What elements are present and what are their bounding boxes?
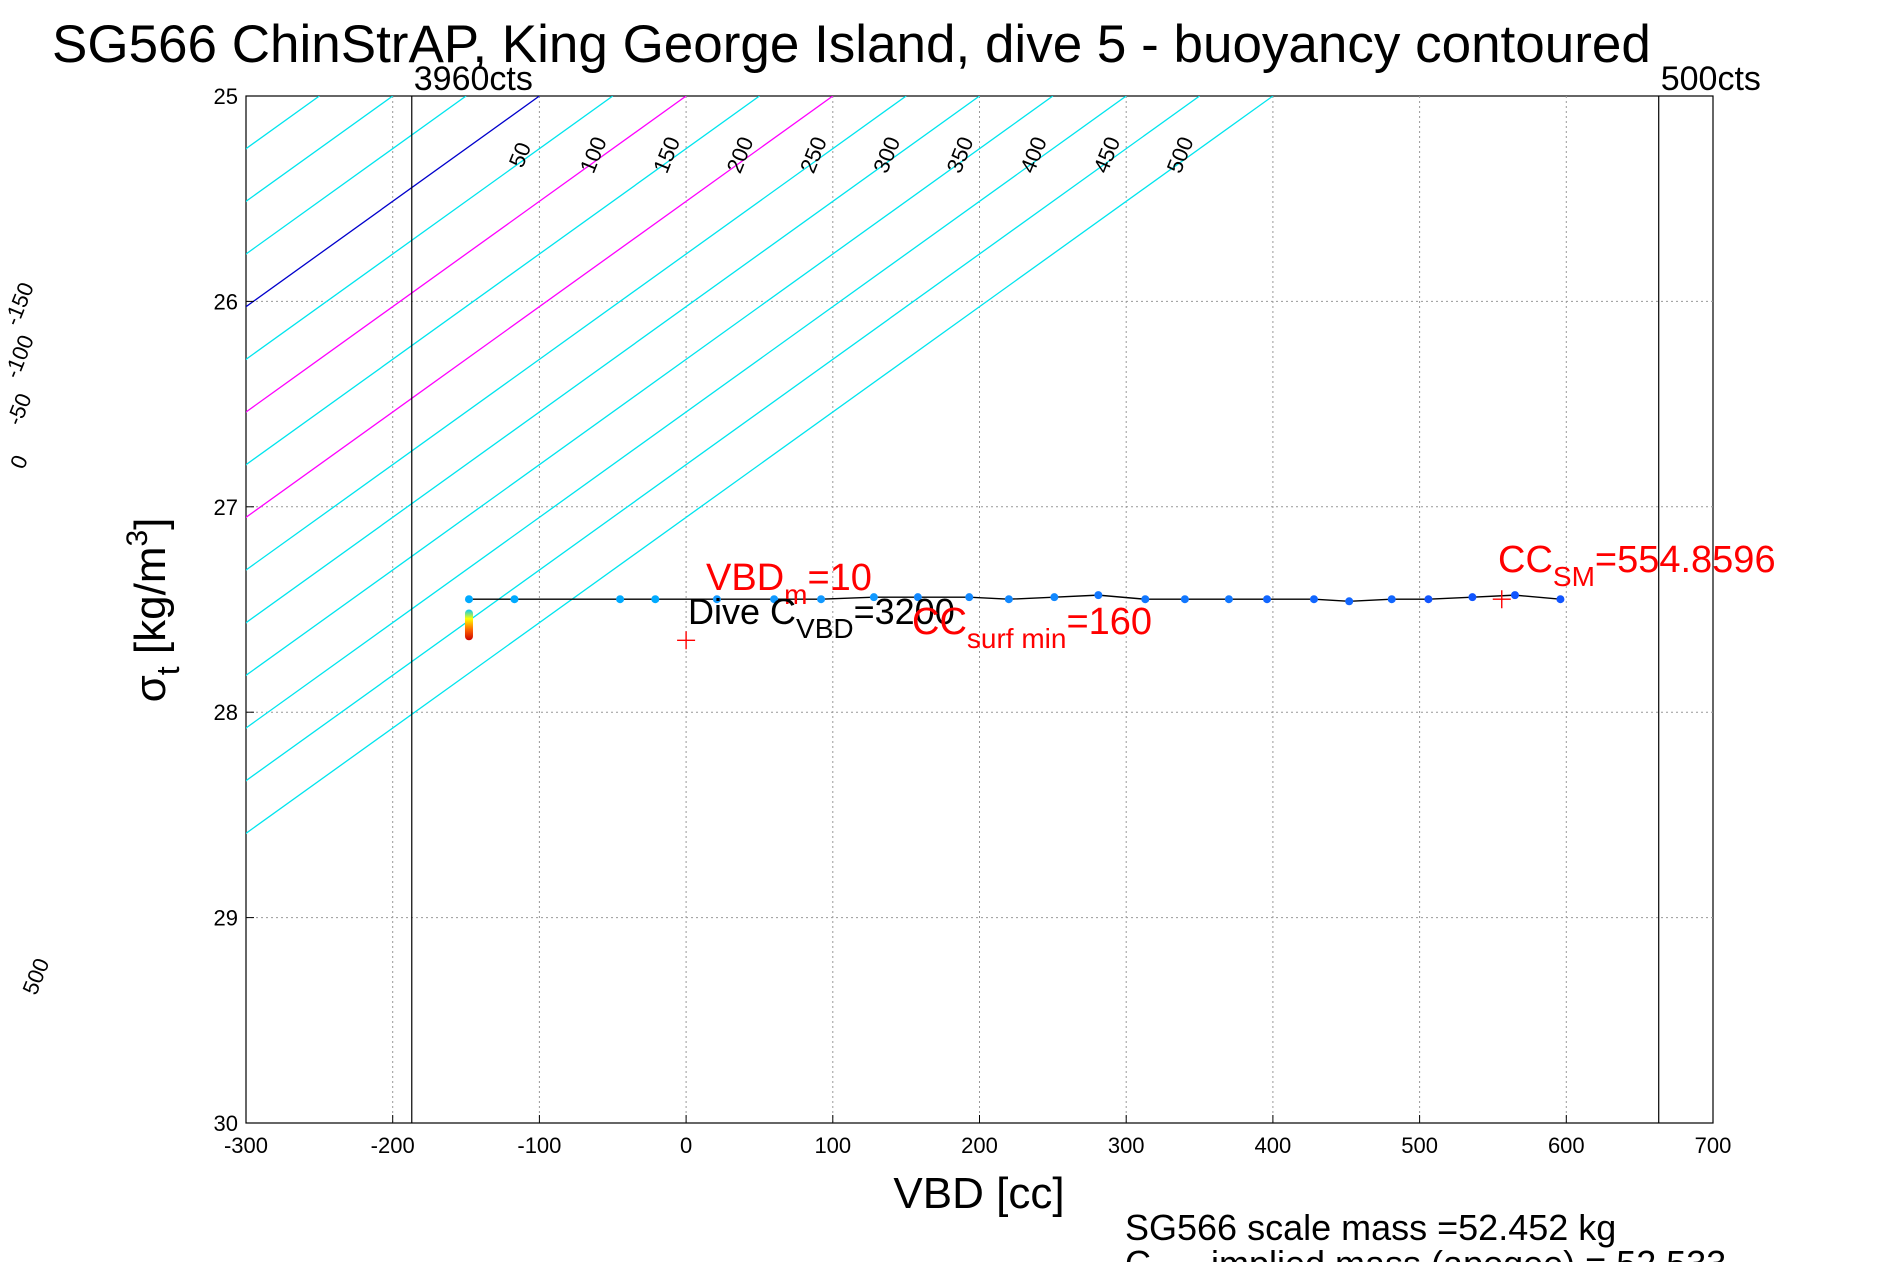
x-tick-label: -200: [371, 1133, 415, 1158]
buoyancy-contours: [246, 96, 1274, 835]
red-plus-marker: [1492, 590, 1511, 609]
y-tick-label: 25: [214, 84, 238, 109]
contour-cyan: [246, 96, 1127, 729]
contour-cyan: [246, 96, 907, 571]
count-lines: 3960cts 500cts: [411, 60, 1761, 1123]
series-point: [1309, 595, 1318, 604]
y-tick-label: 27: [214, 495, 238, 520]
series-point: [616, 595, 625, 604]
x-tick-label: -300: [224, 1133, 268, 1158]
series-point: [651, 595, 660, 604]
footer-implied-mass: Cimplied mass (apogee) = 52.533: [1125, 1243, 1726, 1262]
series-point: [1468, 593, 1477, 602]
x-tick-label: 100: [814, 1133, 851, 1158]
red-plus-marker: [677, 631, 696, 650]
contour-label: 0: [5, 451, 33, 472]
series-point: [817, 595, 826, 604]
dive-cvbd-annotation: Dive CVBD=3200: [688, 591, 955, 644]
series-point: [869, 593, 878, 602]
series-point: [1556, 595, 1565, 604]
x-tick-label: 700: [1695, 1133, 1732, 1158]
series-point: [1510, 591, 1519, 600]
contour-cyan: [246, 96, 1200, 782]
series-line: [468, 594, 1561, 602]
series-point: [1345, 597, 1354, 606]
x-tick-label: 500: [1401, 1133, 1438, 1158]
contour-label: -50: [1, 390, 36, 429]
red-markers: [677, 590, 1511, 650]
series-point: [464, 595, 473, 604]
series-point: [1050, 593, 1059, 602]
y-tick-label: 28: [214, 700, 238, 725]
x-axis-ticks: -300 -200 -100 0 100 200 300 400 500 600 700: [224, 1115, 1731, 1158]
y-tick-label: 29: [214, 906, 238, 931]
cc-surf-min-annotation: CCsurf min=160: [912, 601, 1152, 654]
series-point: [1004, 595, 1013, 604]
series-point: [965, 593, 974, 602]
chart-title: SG566 ChinStrAP, King George Island, div…: [52, 15, 1651, 74]
cc-sm-annotation: CCSM=554.8596: [1498, 539, 1776, 592]
contour-cyan: [246, 96, 1274, 835]
x-tick-label: 200: [961, 1133, 998, 1158]
x-tick-label: -100: [517, 1133, 561, 1158]
plot-area: [245, 95, 1714, 1124]
series-point: [1224, 595, 1233, 604]
series-point: [913, 593, 922, 602]
y-tick-label: 26: [214, 289, 238, 314]
x-tick-label: 600: [1548, 1133, 1585, 1158]
series-point: [510, 595, 519, 604]
series-point: [1094, 591, 1103, 600]
contour-cyan: [246, 96, 980, 624]
y-tick-label: 30: [214, 1111, 238, 1136]
vbd-annotation: VBDm=10: [706, 557, 872, 610]
count-line-label: 3960cts: [414, 60, 533, 98]
series-point: [712, 595, 721, 604]
x-tick-label: 300: [1108, 1133, 1145, 1158]
y-axis-label: σt [kg/m3]: [121, 518, 186, 703]
series-point: [770, 595, 779, 604]
series-point: [1424, 595, 1433, 604]
contour-label: 500: [17, 955, 54, 998]
contour-magenta: [246, 96, 834, 519]
contour-magenta: [246, 96, 687, 413]
depth-color-marker: [464, 609, 473, 641]
footer-scale-mass: SG566 scale mass =52.452 kg: [1125, 1207, 1616, 1248]
contour-blue: [246, 96, 540, 308]
contour-label: -150: [0, 279, 39, 329]
contour-cyan: [246, 96, 760, 466]
series-point: [1263, 595, 1272, 604]
dive-series: [464, 591, 1565, 641]
series-point: [1180, 595, 1189, 604]
contour-cyan: [246, 96, 614, 361]
y-axis-ticks: 25 26 27 28 29 30: [214, 84, 254, 1136]
series-point: [1141, 595, 1150, 604]
series-point: [1387, 595, 1396, 604]
x-axis-label: VBD [cc]: [893, 1169, 1064, 1218]
x-tick-label: 400: [1255, 1133, 1292, 1158]
contour-cyan: [246, 96, 1054, 677]
count-line-label: 500cts: [1661, 60, 1761, 98]
contour-label: -100: [0, 331, 39, 381]
x-tick-label: 0: [680, 1133, 692, 1158]
grid: [246, 96, 1713, 1123]
